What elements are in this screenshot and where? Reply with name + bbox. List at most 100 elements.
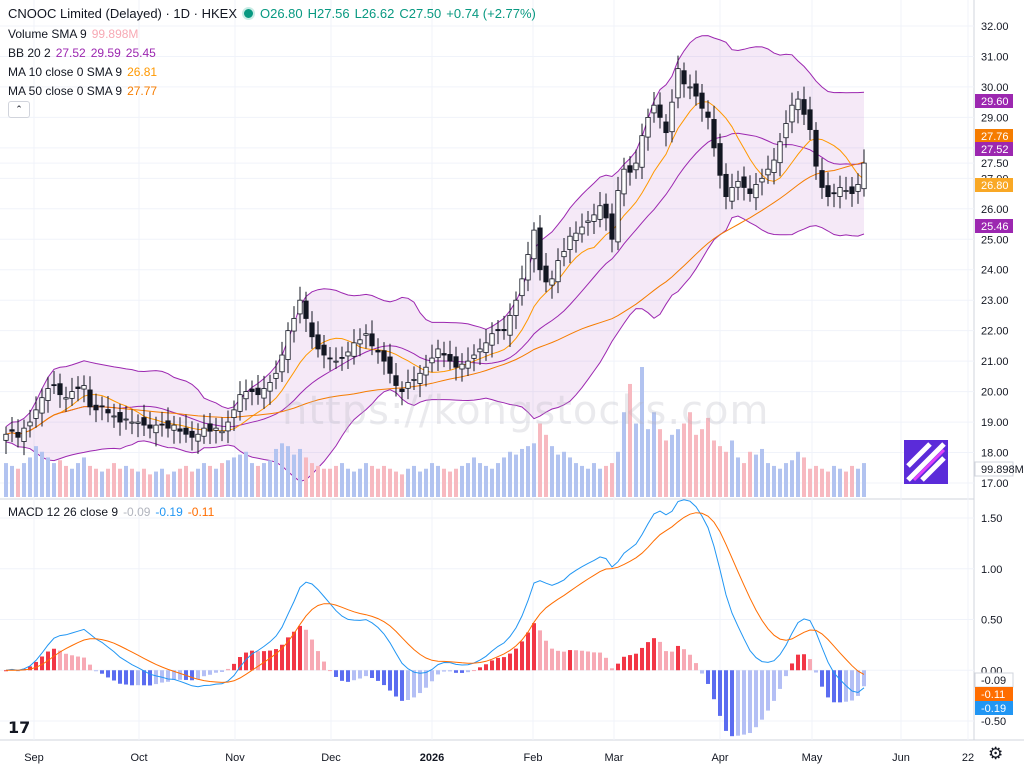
candle-body bbox=[117, 412, 123, 423]
candle-body bbox=[165, 420, 171, 429]
macd-histogram-bar bbox=[736, 670, 740, 736]
legend-macd-row[interactable]: MACD 12 26 close 9 -0.09 -0.19 -0.11 bbox=[8, 505, 214, 519]
macd-histogram-bar bbox=[790, 663, 794, 671]
candle-body bbox=[15, 431, 21, 438]
volume-bar bbox=[730, 440, 734, 497]
legend-ma50-row[interactable]: MA 50 close 0 SMA 9 27.77 bbox=[8, 84, 157, 98]
time-tick-label: Apr bbox=[711, 752, 728, 764]
volume-bar bbox=[694, 434, 698, 497]
macd-histogram-bar bbox=[784, 670, 788, 677]
volume-bar bbox=[790, 460, 794, 497]
candle-body bbox=[303, 300, 309, 319]
macd-histogram-bar bbox=[820, 670, 824, 687]
macd-histogram-bar bbox=[346, 670, 350, 682]
candle-body bbox=[267, 382, 273, 392]
macd-histogram-bar bbox=[706, 670, 710, 684]
macd-histogram-bar bbox=[220, 670, 224, 672]
macd-histogram-bar bbox=[520, 641, 524, 671]
candle-body bbox=[75, 386, 81, 389]
volume-bar bbox=[304, 457, 308, 497]
macd-histogram-bar bbox=[202, 670, 206, 677]
macd-histogram-bar bbox=[748, 670, 752, 734]
macd-histogram-bar bbox=[268, 650, 272, 671]
bb-upper-line bbox=[5, 35, 865, 428]
volume-bar bbox=[748, 451, 752, 497]
gear-icon[interactable]: ⚙ bbox=[988, 744, 1004, 763]
candle-body bbox=[783, 123, 789, 139]
legend-title-row: CNOOC Limited (Delayed) · 1D · HKEX O26.… bbox=[8, 6, 536, 21]
candle-body bbox=[861, 162, 867, 190]
macd-histogram-bar bbox=[856, 670, 860, 696]
macd-histogram-bar bbox=[454, 670, 458, 673]
price-tag-bg bbox=[974, 461, 1014, 477]
legend-bb-row[interactable]: BB 20 2 27.52 29.59 25.45 bbox=[8, 46, 156, 60]
macd-histogram-bar bbox=[88, 664, 92, 671]
bb-upper-value: 29.59 bbox=[90, 46, 121, 60]
candle-body bbox=[339, 357, 345, 359]
macd-histogram-bar bbox=[250, 650, 254, 671]
volume-bar bbox=[190, 471, 194, 497]
price-tag-label: 99.898M bbox=[981, 464, 1024, 476]
price-tag-bg bbox=[975, 219, 1013, 233]
macd-histogram-bar bbox=[550, 648, 554, 671]
chevron-up-icon[interactable]: ⌃ bbox=[8, 101, 30, 118]
macd-histogram-bar bbox=[538, 630, 542, 671]
price-tick-label: 21.00 bbox=[981, 356, 1009, 368]
candle-body bbox=[495, 329, 501, 332]
volume-bar bbox=[64, 465, 68, 497]
macd-histogram-bar bbox=[178, 670, 182, 680]
candle-body bbox=[225, 421, 231, 432]
volume-bar bbox=[472, 457, 476, 497]
macd-histogram-bar bbox=[70, 655, 74, 671]
volume-bar bbox=[610, 463, 614, 497]
candle-body bbox=[609, 213, 615, 240]
macd-histogram-bar bbox=[604, 657, 608, 671]
volume-bar bbox=[232, 457, 236, 497]
volume-bar bbox=[406, 468, 410, 497]
volume-bar bbox=[700, 429, 704, 497]
legend-volume-row[interactable]: Volume SMA 9 99.898M bbox=[8, 27, 138, 41]
candle-body bbox=[627, 165, 633, 173]
volume-bar bbox=[592, 463, 596, 497]
candle-body bbox=[549, 278, 555, 286]
macd-histogram-bar bbox=[388, 670, 392, 691]
candle-body bbox=[423, 366, 429, 376]
volume-bar bbox=[436, 465, 440, 497]
volume-bar bbox=[238, 454, 242, 497]
candle-body bbox=[171, 424, 177, 431]
candle-body bbox=[489, 333, 495, 346]
candle-body bbox=[717, 143, 723, 176]
volume-bar bbox=[562, 451, 566, 497]
volume-bar bbox=[646, 429, 650, 497]
volume-bar bbox=[736, 457, 740, 497]
macd-histogram-bar bbox=[442, 670, 446, 672]
volume-bar bbox=[400, 474, 404, 497]
candle-body bbox=[777, 141, 783, 164]
volume-bar bbox=[634, 423, 638, 497]
macd-histogram-bar bbox=[754, 670, 758, 728]
macd-histogram-bar bbox=[808, 659, 812, 671]
volume-bar bbox=[364, 463, 368, 497]
volume-bar bbox=[142, 468, 146, 497]
candle-body bbox=[849, 186, 855, 194]
symbol-title[interactable]: CNOOC Limited (Delayed) · 1D · HKEX bbox=[8, 6, 237, 21]
price-tag-bg bbox=[975, 129, 1013, 143]
macd-histogram-bar bbox=[652, 638, 656, 671]
volume-bar bbox=[262, 463, 266, 497]
macd-histogram-bar bbox=[208, 670, 212, 675]
candle-body bbox=[723, 173, 729, 198]
macd-histogram-bar bbox=[154, 670, 158, 685]
macd-histogram-bar bbox=[4, 670, 8, 672]
volume-bar bbox=[310, 463, 314, 497]
price-tag-label: 25.46 bbox=[981, 221, 1009, 233]
macd-histogram-bar bbox=[634, 653, 638, 671]
candle-body bbox=[447, 354, 453, 362]
tradingview-logo-icon[interactable]: 17 bbox=[8, 718, 31, 737]
candle-body bbox=[675, 68, 681, 99]
legend-ma10-row[interactable]: MA 10 close 0 SMA 9 26.81 bbox=[8, 65, 157, 79]
volume-bar bbox=[460, 465, 464, 497]
candle-body bbox=[321, 344, 327, 356]
volume-bar bbox=[724, 451, 728, 497]
macd-histogram-bar bbox=[700, 670, 704, 674]
